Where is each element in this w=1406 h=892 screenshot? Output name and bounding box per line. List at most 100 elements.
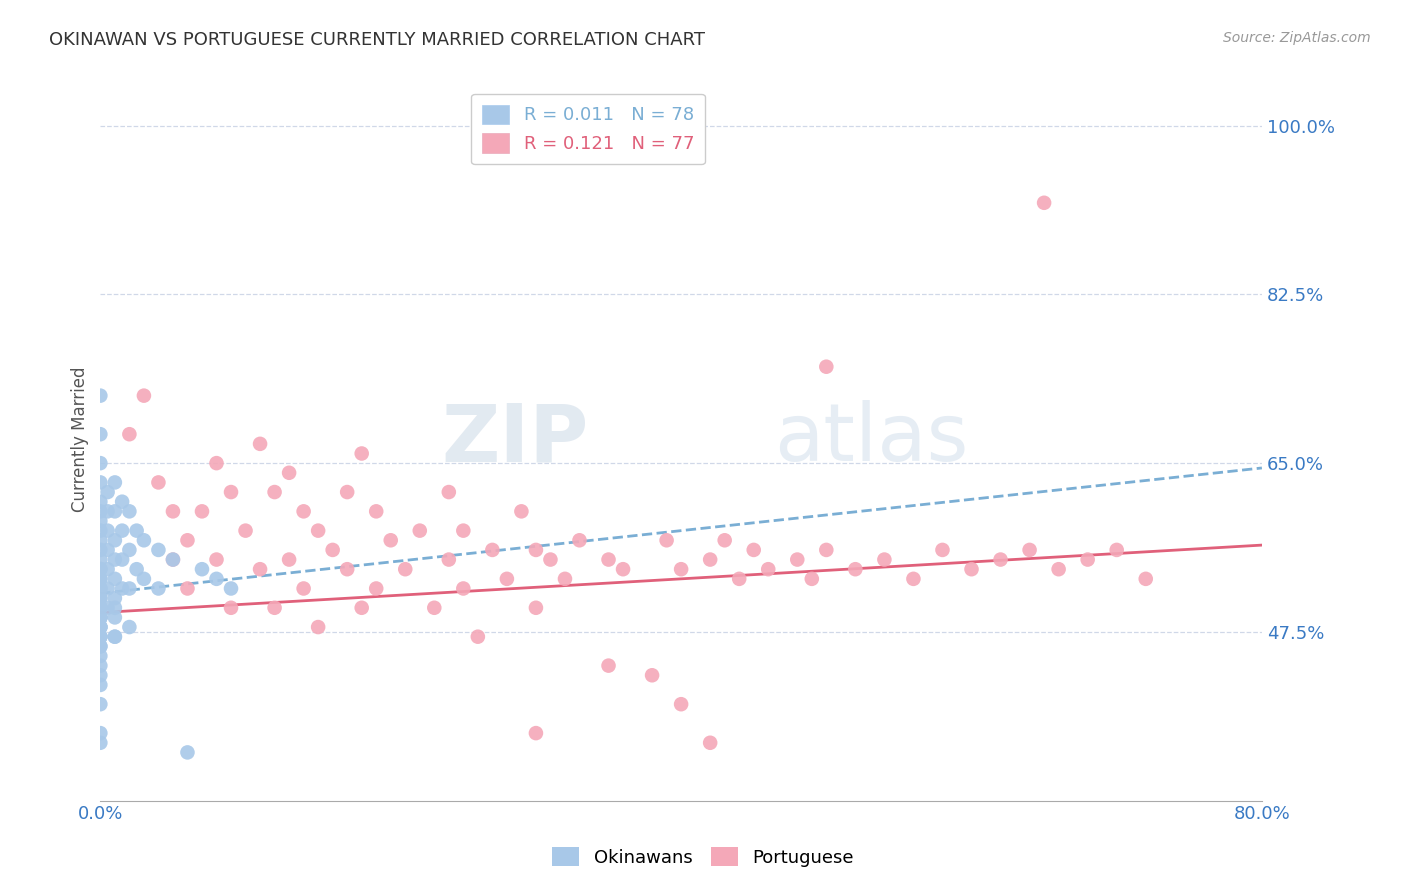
Point <box>437 552 460 566</box>
Point <box>162 504 184 518</box>
Point <box>409 524 432 538</box>
Point <box>89 630 111 644</box>
Point <box>89 456 111 470</box>
Point <box>598 658 620 673</box>
Point <box>205 456 228 470</box>
Point <box>111 494 134 508</box>
Point <box>437 485 460 500</box>
Point <box>336 562 359 576</box>
Point <box>111 582 134 596</box>
Point <box>219 600 242 615</box>
Point <box>104 533 127 548</box>
Point <box>903 572 925 586</box>
Point <box>350 446 373 460</box>
Point <box>990 552 1012 566</box>
Point <box>89 620 111 634</box>
Point <box>598 552 620 566</box>
Point <box>380 533 402 548</box>
Point <box>89 572 111 586</box>
Legend: R = 0.011   N = 78, R = 0.121   N = 77: R = 0.011 N = 78, R = 0.121 N = 77 <box>471 94 704 164</box>
Point <box>1018 542 1040 557</box>
Point <box>873 552 896 566</box>
Point <box>89 668 111 682</box>
Point <box>423 600 446 615</box>
Point <box>219 582 242 596</box>
Point <box>453 582 475 596</box>
Point <box>524 726 547 740</box>
Point <box>278 552 301 566</box>
Point <box>104 504 127 518</box>
Point <box>97 542 120 557</box>
Point <box>669 562 692 576</box>
Point <box>176 533 198 548</box>
Point <box>612 562 634 576</box>
Point <box>148 475 170 490</box>
Point <box>104 630 127 644</box>
Text: Source: ZipAtlas.com: Source: ZipAtlas.com <box>1223 31 1371 45</box>
Point <box>89 610 111 624</box>
Point <box>97 504 120 518</box>
Point <box>89 542 111 557</box>
Point <box>89 524 111 538</box>
Point <box>366 504 388 518</box>
Point <box>336 485 359 500</box>
Point <box>118 582 141 596</box>
Point <box>219 485 242 500</box>
Point <box>132 533 155 548</box>
Point <box>205 552 228 566</box>
Point <box>89 678 111 692</box>
Point <box>235 524 257 538</box>
Point <box>1033 195 1056 210</box>
Point <box>89 610 111 624</box>
Text: ZIP: ZIP <box>441 400 588 478</box>
Point <box>89 591 111 606</box>
Point <box>510 504 533 518</box>
Point <box>104 610 127 624</box>
Point <box>176 746 198 760</box>
Point <box>89 475 111 490</box>
Point <box>89 610 111 624</box>
Point <box>162 552 184 566</box>
Point <box>97 485 120 500</box>
Point <box>132 572 155 586</box>
Point <box>800 572 823 586</box>
Point <box>104 591 127 606</box>
Y-axis label: Currently Married: Currently Married <box>72 367 89 512</box>
Point <box>89 736 111 750</box>
Point <box>89 600 111 615</box>
Point <box>97 600 120 615</box>
Point <box>728 572 751 586</box>
Point <box>89 600 111 615</box>
Point <box>713 533 735 548</box>
Point <box>263 485 285 500</box>
Point <box>125 562 148 576</box>
Point <box>191 504 214 518</box>
Point <box>191 562 214 576</box>
Point <box>278 466 301 480</box>
Point <box>322 542 344 557</box>
Point <box>205 572 228 586</box>
Point <box>89 648 111 663</box>
Point <box>960 562 983 576</box>
Point <box>89 389 111 403</box>
Point <box>292 582 315 596</box>
Point <box>89 514 111 528</box>
Point <box>89 562 111 576</box>
Point <box>249 562 271 576</box>
Point <box>104 475 127 490</box>
Point <box>89 591 111 606</box>
Point <box>641 668 664 682</box>
Point <box>815 359 838 374</box>
Point <box>756 562 779 576</box>
Point <box>176 582 198 596</box>
Point <box>104 600 127 615</box>
Point <box>118 427 141 442</box>
Legend: Okinawans, Portuguese: Okinawans, Portuguese <box>546 840 860 874</box>
Point <box>350 600 373 615</box>
Point <box>742 542 765 557</box>
Point <box>104 552 127 566</box>
Point <box>249 437 271 451</box>
Text: OKINAWAN VS PORTUGUESE CURRENTLY MARRIED CORRELATION CHART: OKINAWAN VS PORTUGUESE CURRENTLY MARRIED… <box>49 31 706 49</box>
Point <box>89 582 111 596</box>
Point <box>132 389 155 403</box>
